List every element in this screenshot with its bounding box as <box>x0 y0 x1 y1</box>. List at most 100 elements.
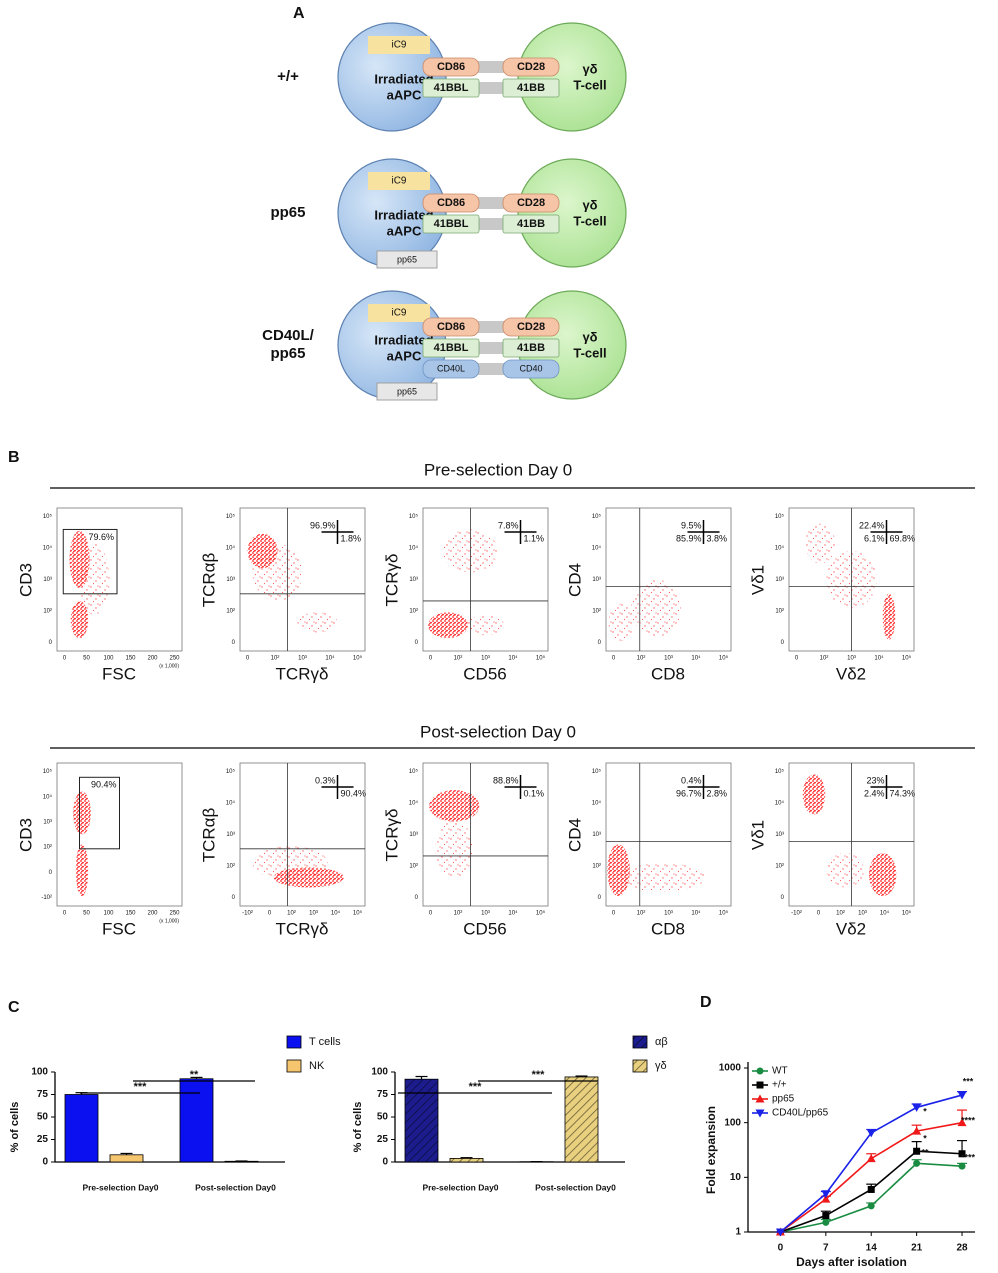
y-tick-label: 10³ <box>226 832 235 838</box>
bar-hatch <box>405 1079 438 1162</box>
y-axis-label: % of cells <box>352 1102 364 1153</box>
y-tick-label: 25 <box>377 1134 389 1145</box>
row-label: CD40L/ <box>262 327 315 344</box>
marker <box>867 1185 875 1193</box>
x-tick-label: Pre-selection Day0 <box>82 1182 158 1192</box>
x-tick-label: 0 <box>429 911 433 917</box>
x-axis-label: TCRγδ <box>276 919 329 938</box>
x-tick-label: 10⁵ <box>536 655 546 662</box>
x-tick-label: Post-selection Day0 <box>535 1182 616 1192</box>
x-tick-label: 14 <box>866 1243 878 1254</box>
marker <box>958 1150 966 1158</box>
legend-label: WT <box>772 1066 788 1077</box>
x-axis-label: CD56 <box>463 919 506 938</box>
y-tick-label: 10² <box>592 864 601 870</box>
x-axis-label: Days after isolation <box>796 1255 907 1269</box>
y-tick-label: 0 <box>49 870 53 876</box>
x-tick-label: 10⁵ <box>902 655 912 662</box>
panel-label: C <box>8 999 20 1016</box>
tcell-label: γδ <box>582 61 597 76</box>
x-unit: (x 1,000) <box>159 918 179 924</box>
y-tick-label: 100 <box>371 1067 388 1078</box>
x-tick-label: 10⁴ <box>508 910 518 917</box>
x-tick-label: 10³ <box>481 911 490 917</box>
y-tick-label: 10⁵ <box>409 513 419 520</box>
molecule <box>422 214 480 234</box>
x-unit: (x 1,000) <box>159 663 179 669</box>
marker <box>958 1162 966 1170</box>
marker <box>913 1159 921 1167</box>
x-tick-label: 10⁵ <box>902 910 912 917</box>
significance: *** <box>134 1081 148 1093</box>
x-tick-label: 10³ <box>309 911 318 917</box>
marker <box>912 1126 922 1135</box>
x-tick-label: 10³ <box>298 656 307 662</box>
molecule-label: CD28 <box>517 61 545 73</box>
x-tick-label: 10⁴ <box>508 655 518 662</box>
x-tick-label: 10⁴ <box>691 655 701 662</box>
x-tick-label: 50 <box>83 656 90 662</box>
significance: ** <box>190 1069 199 1081</box>
marker <box>821 1194 831 1203</box>
y-tick-label: 0 <box>781 640 785 646</box>
x-tick-label: 100 <box>103 656 114 662</box>
x-tick-label: 10² <box>637 656 646 662</box>
t-cell <box>517 158 627 268</box>
quadrant-percent: 1.8% <box>341 533 362 543</box>
y-tick-label: 10² <box>409 609 418 615</box>
apc-label: aAPC <box>387 348 422 363</box>
quadrant-percent: 22.4% <box>859 520 885 530</box>
quadrant-percent: 3.8% <box>707 533 728 543</box>
gate <box>62 528 118 595</box>
t-cell <box>517 22 627 132</box>
legend-hatch <box>633 1060 647 1072</box>
x-tick-label: 10² <box>836 911 845 917</box>
x-tick-label: 0 <box>612 656 616 662</box>
molecule <box>502 193 560 213</box>
connector <box>474 363 506 375</box>
ic9-label: iC9 <box>391 308 406 319</box>
x-tick-label: 10² <box>287 911 296 917</box>
marker <box>866 1154 876 1163</box>
y-tick-label: 0 <box>232 895 236 901</box>
x-tick-label: 0 <box>246 656 250 662</box>
x-tick-label: 0 <box>817 911 821 917</box>
y-tick-label: 50 <box>37 1112 49 1123</box>
molecule <box>422 193 480 213</box>
x-tick-label: 250 <box>169 911 180 917</box>
quadrant-percent: 96.7% <box>676 788 702 798</box>
y-tick-label: 10⁴ <box>775 800 785 807</box>
cell-cloud <box>252 845 328 881</box>
y-tick-label: 10⁵ <box>226 768 236 775</box>
x-tick-label: 10² <box>271 656 280 662</box>
x-tick-label: 7 <box>823 1243 829 1254</box>
apc-label: aAPC <box>387 87 422 102</box>
x-tick-label: 0 <box>795 656 799 662</box>
cell-cloud <box>466 615 505 636</box>
x-tick-label: 10⁴ <box>331 910 341 917</box>
y-axis-label: CD4 <box>565 818 584 852</box>
marker <box>957 1091 967 1100</box>
legend-label: +/+ <box>772 1080 787 1091</box>
y-tick-label: 10³ <box>409 577 418 583</box>
y-tick-label: 10⁴ <box>226 545 236 552</box>
quadrant-percent: 69.8% <box>890 533 916 543</box>
antigen-label: pp65 <box>397 386 417 396</box>
x-axis-label: Vδ2 <box>836 664 866 683</box>
row-label: pp65 <box>270 345 305 362</box>
y-tick-label: 0 <box>415 895 419 901</box>
y-tick-label: 10⁴ <box>409 545 419 552</box>
y-tick-label: 10² <box>43 845 52 851</box>
x-tick-label: 10⁴ <box>325 655 335 662</box>
y-tick-label: 10³ <box>43 819 52 825</box>
molecule-label: CD28 <box>517 197 545 209</box>
y-tick-label: 10⁴ <box>43 545 53 552</box>
x-tick-label: 10⁵ <box>536 910 546 917</box>
error-bar <box>415 1075 428 1080</box>
legend-label: CD40L/pp65 <box>772 1108 829 1119</box>
x-tick-label: 10² <box>637 911 646 917</box>
marker <box>755 1109 765 1118</box>
y-tick-label: 10⁵ <box>43 513 53 520</box>
error-bar <box>120 1152 133 1155</box>
series-line <box>779 1121 963 1233</box>
